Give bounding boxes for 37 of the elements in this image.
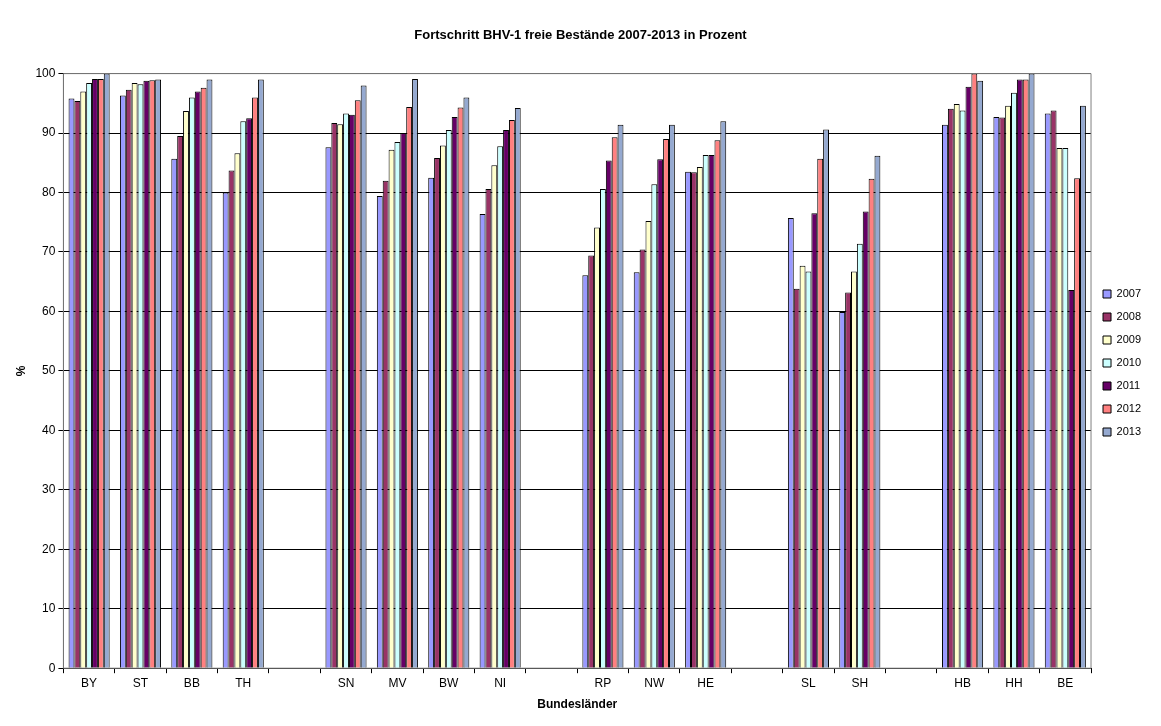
- y-tick-label: 20: [42, 541, 56, 556]
- chart-title: Fortschritt BHV-1 freie Bestände 2007-2013 in Prozent: [414, 27, 748, 43]
- legend-label: 2009: [1116, 333, 1142, 346]
- x-axis-title: Bundesländer: [537, 697, 618, 712]
- y-tick-label: 40: [42, 422, 56, 437]
- y-tick-label: 0: [48, 660, 56, 675]
- y-axis-title: %: [13, 365, 28, 377]
- x-tick-label: SN: [337, 675, 355, 690]
- x-tick-label: HE: [697, 675, 715, 690]
- x-tick-label: RP: [594, 675, 612, 690]
- y-tick-label: 50: [42, 363, 56, 378]
- legend-label: 2012: [1116, 402, 1142, 415]
- x-tick-label: MV: [388, 675, 407, 690]
- legend-label: 2008: [1116, 310, 1142, 323]
- y-tick-label: 70: [42, 244, 56, 259]
- legend-label: 2011: [1116, 379, 1141, 392]
- x-tick-label: BB: [183, 675, 200, 690]
- y-tick-label: 30: [42, 482, 56, 497]
- y-tick-label: 60: [42, 303, 56, 318]
- x-tick-label: SH: [851, 675, 869, 690]
- x-tick-label: BE: [1057, 675, 1074, 690]
- x-tick-label: BY: [81, 675, 98, 690]
- x-tick-label: NW: [644, 675, 665, 690]
- legend-label: 2010: [1116, 356, 1142, 369]
- x-tick-label: ST: [132, 675, 149, 690]
- legend-label: 2007: [1116, 287, 1142, 300]
- y-tick-label: 100: [35, 65, 56, 80]
- x-tick-label: BW: [439, 675, 460, 690]
- y-tick-label: 10: [42, 601, 56, 616]
- x-tick-label: SL: [801, 675, 817, 690]
- legend-label: 2013: [1116, 425, 1142, 438]
- x-tick-label: NI: [494, 675, 507, 690]
- x-tick-label: HB: [954, 675, 971, 690]
- x-tick-label: HH: [1005, 675, 1023, 690]
- x-tick-label: TH: [235, 675, 252, 690]
- y-tick-label: 80: [42, 184, 56, 199]
- y-tick-label: 90: [42, 125, 56, 140]
